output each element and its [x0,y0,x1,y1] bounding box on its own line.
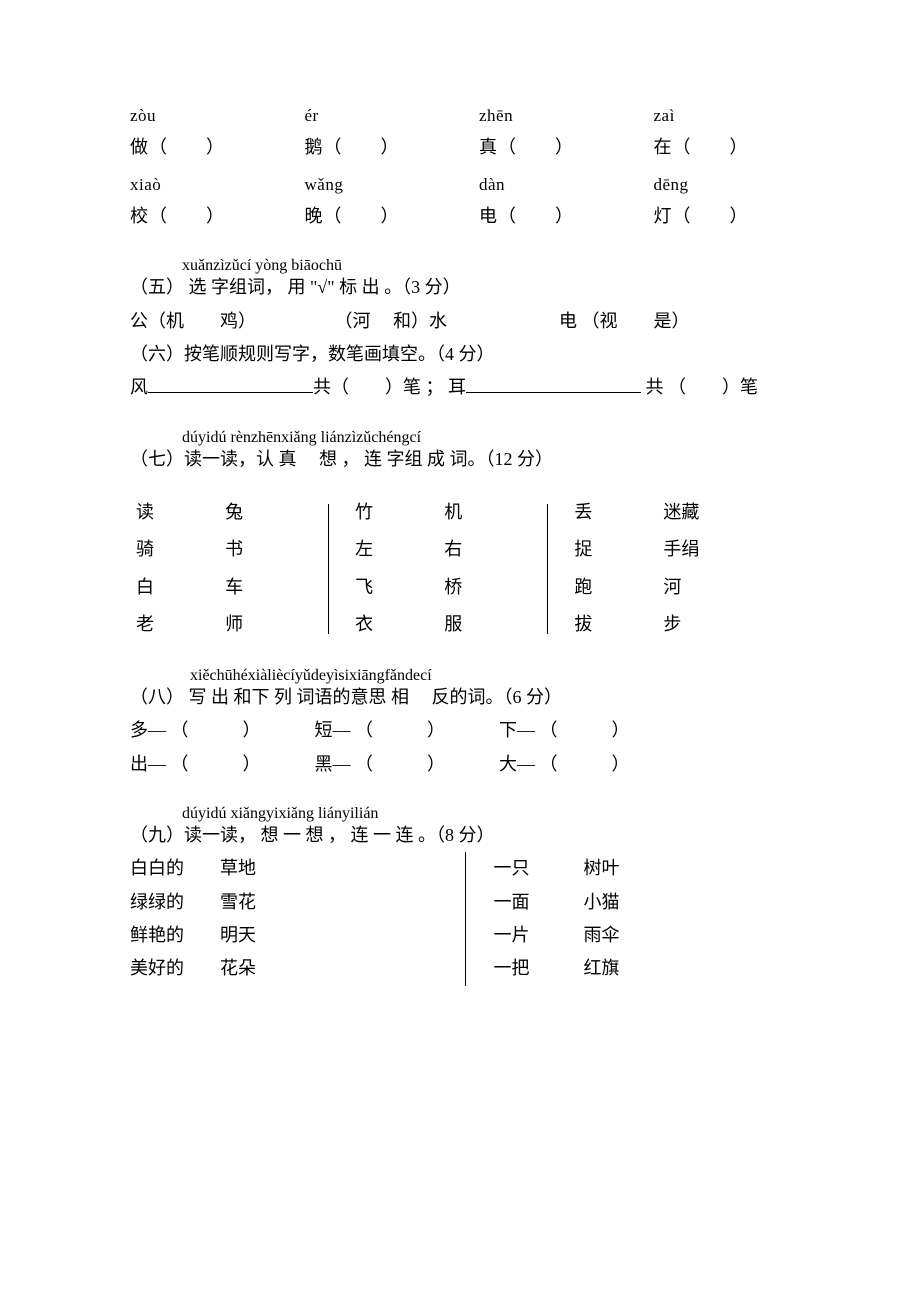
section-7: dúyidú rènzhēnxiǎng liánzìzǔchéngcí （七）读… [130,443,800,643]
char: 晚（ ） [305,200,452,233]
pinyin: dàn [479,169,626,200]
section-4-pinyin-chars: zòu 做（ ） ér 鹅（ ） zhēn 真（ ） zaì 在（ ） xiaò… [130,100,800,233]
section-6-row: 风共（ ）笔 ； 耳 共 （ ）笔 [130,371,800,404]
section-8: xiěchūhéxiàliècíyǔdeyìsixiāngfǎndecí （八）… [130,681,800,781]
section-5-pinyin: xuǎnzìzǔcí yòng biāochū [182,251,342,281]
char: 校（ ） [130,200,277,233]
section-8-pinyin: xiěchūhéxiàliècíyǔdeyìsixiāngfǎndecí [190,661,432,691]
char: 在（ ） [654,131,801,164]
section-6-title: （六）按笔顺规则写字，数笔画填空。（4 分） [130,338,800,371]
section-8-row2: 出— （ ） 黑— （ ） 大— （ ） [130,748,800,781]
section-8-row1: 多— （ ） 短— （ ） 下— （ ） [130,714,800,747]
section-9-pinyin: dúyidú xiǎngyixiǎng liányilián [182,799,378,829]
pinyin: dēng [654,169,801,200]
section-5-row: 公（机 鸡） （河 和）水 电 （视 是） [130,305,800,338]
char: 鹅（ ） [305,131,452,164]
char: 做（ ） [130,131,277,164]
pinyin: zaì [654,100,801,131]
section-7-pinyin: dúyidú rènzhēnxiǎng liánzìzǔchéngcí [182,423,421,453]
pinyin: ér [305,100,452,131]
char: 电（ ） [479,200,626,233]
char: 灯（ ） [654,200,801,233]
pinyin: wǎng [305,169,452,200]
pinyin: zòu [130,100,277,131]
section-5: xuǎnzìzǔcí yòng biāochū （五） 选 字组词， 用 "√"… [130,271,800,404]
pinyin: zhēn [479,100,626,131]
pinyin: xiaò [130,169,277,200]
section-9-matching: 白白的草地 绿绿的雪花 鲜艳的明天 美好的花朵 一只树叶 一面小猫 一片雨伞 一… [130,852,800,985]
section-9: dúyidú xiǎngyixiǎng liányilián （九）读一读， 想… [130,819,800,985]
section-7-table: 读兔 竹机 丢迷藏 骑书 左右 捉手绢 白车 飞桥 跑河 老师 衣服 拔步 [130,494,800,643]
char: 真（ ） [479,131,626,164]
